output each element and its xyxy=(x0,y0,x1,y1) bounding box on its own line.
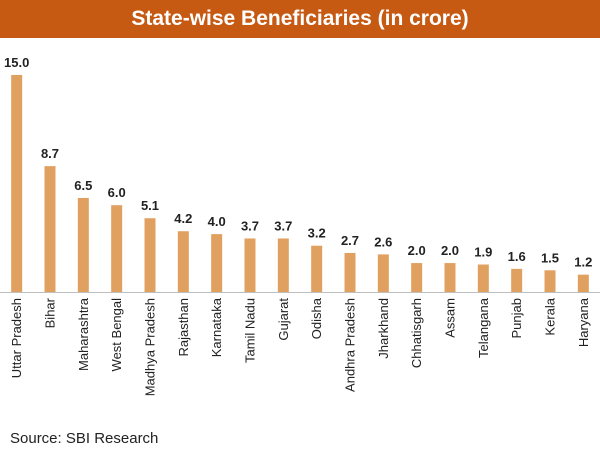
value-label: 2.6 xyxy=(374,234,392,249)
bars-group xyxy=(11,75,589,292)
bar-jharkhand xyxy=(377,254,389,292)
tick-label: Gujarat xyxy=(276,298,291,341)
tick-label: Maharashtra xyxy=(76,297,91,371)
value-label: 6.0 xyxy=(108,185,126,200)
value-label: 3.2 xyxy=(308,226,326,241)
bar-bihar xyxy=(44,166,56,292)
tick-label: Kerala xyxy=(543,297,558,335)
tick-label: Tamil Nadu xyxy=(243,298,258,363)
bar-chhatisgarh xyxy=(411,263,423,292)
value-label: 1.2 xyxy=(574,255,592,270)
tick-label: Chhatisgarh xyxy=(409,298,424,368)
bar-tamil-nadu xyxy=(244,238,256,292)
bar-kerala xyxy=(544,270,556,292)
value-label: 1.5 xyxy=(541,250,559,265)
value-label: 4.2 xyxy=(174,211,192,226)
value-label: 2.0 xyxy=(441,243,459,258)
value-label: 3.7 xyxy=(274,218,292,233)
bar-madhya-pradesh xyxy=(144,218,156,292)
value-label: 4.0 xyxy=(208,214,226,229)
bar-assam xyxy=(444,263,456,292)
value-label: 2.7 xyxy=(341,233,359,248)
value-label: 3.7 xyxy=(241,218,259,233)
value-labels-group: 15.0 8.7 6.5 6.0 5.1 4.2 4.0 3.7 3.7 3.2 2.7 2.6 2.0… xyxy=(4,55,592,270)
bar-gujarat xyxy=(277,238,289,292)
value-label: 2.0 xyxy=(408,243,426,258)
bar-uttar-pradesh xyxy=(11,75,23,292)
value-label: 1.6 xyxy=(508,249,526,264)
tick-label: Jharkhand xyxy=(376,298,391,359)
bar-punjab xyxy=(511,268,523,292)
tick-label: Punjab xyxy=(509,298,524,338)
bar-haryana xyxy=(577,274,589,292)
chart-title: State-wise Beneficiaries (in crore) xyxy=(0,0,600,38)
tick-label: Haryana xyxy=(576,297,591,347)
tick-label: Odisha xyxy=(309,297,324,339)
tick-label: West Bengal xyxy=(109,298,124,372)
tick-label: Madhya Pradesh xyxy=(143,298,158,396)
bar-chart: 15.0 8.7 6.5 6.0 5.1 4.2 4.0 3.7 3.7 3.2 2.7 2.6 2.0… xyxy=(0,55,600,396)
value-label: 8.7 xyxy=(41,146,59,161)
value-label: 15.0 xyxy=(4,55,29,70)
source-note: Source: SBI Research xyxy=(10,430,159,447)
bar-telangana xyxy=(477,264,489,292)
bar-west-bengal xyxy=(111,205,123,292)
value-label: 6.5 xyxy=(74,178,92,193)
tick-label: Uttar Pradesh xyxy=(9,298,24,378)
bar-maharashtra xyxy=(77,197,89,292)
tick-label: Karnataka xyxy=(209,297,224,357)
tick-label: Bihar xyxy=(43,297,58,328)
bar-rajasthan xyxy=(177,231,189,292)
tick-label: Assam xyxy=(443,298,458,338)
bar-odisha xyxy=(311,245,323,292)
bar-andhra-pradesh xyxy=(344,252,356,292)
tick-labels-group: Uttar Pradesh Bihar Maharashtra West Bengal… xyxy=(9,297,591,396)
tick-label: Telangana xyxy=(476,297,491,358)
value-label: 1.9 xyxy=(474,245,492,260)
bar-karnataka xyxy=(211,234,223,292)
value-label: 5.1 xyxy=(141,198,159,213)
tick-label: Andhra Pradesh xyxy=(343,298,358,392)
tick-label: Rajasthan xyxy=(176,298,191,357)
